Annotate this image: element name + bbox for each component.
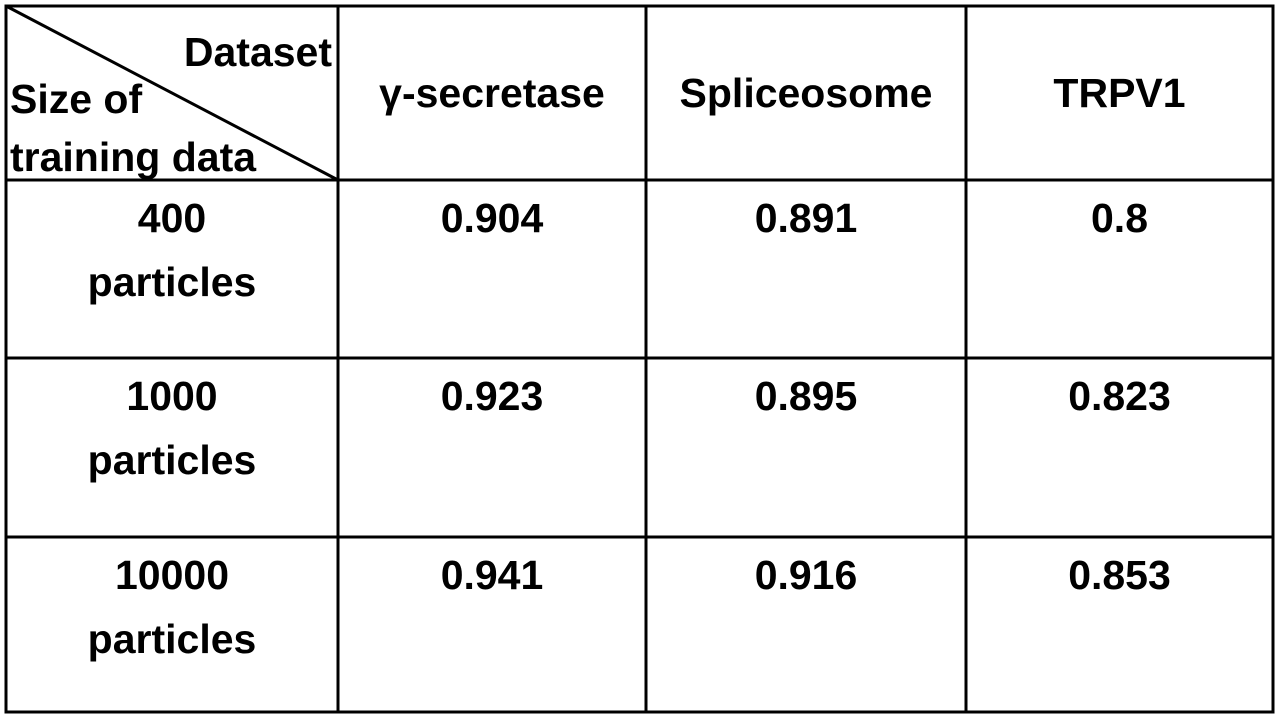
- cell-value: 0.823: [1068, 373, 1171, 419]
- column-header: TRPV1: [1053, 70, 1186, 116]
- column-header: γ-secretase: [379, 70, 605, 116]
- row-label: 10000 particles: [87, 552, 257, 662]
- corner-row-label: Size of training data: [10, 76, 257, 180]
- corner-column-label: Dataset: [183, 29, 332, 75]
- column-header: Spliceosome: [679, 70, 933, 116]
- cell-value: 0.8: [1091, 195, 1148, 241]
- cell-value: 0.941: [440, 552, 544, 598]
- cell-value: 0.916: [754, 552, 858, 598]
- cell-value: 0.891: [754, 195, 858, 241]
- corner-diagonal: [5, 4, 339, 182]
- cell-value: 0.895: [754, 373, 858, 419]
- cell-value: 0.904: [440, 195, 544, 241]
- cell-value: 0.853: [1068, 552, 1171, 598]
- row-label: 1000 particles: [87, 373, 257, 483]
- cell-value: 0.923: [440, 373, 544, 419]
- row-label: 400 particles: [87, 195, 257, 305]
